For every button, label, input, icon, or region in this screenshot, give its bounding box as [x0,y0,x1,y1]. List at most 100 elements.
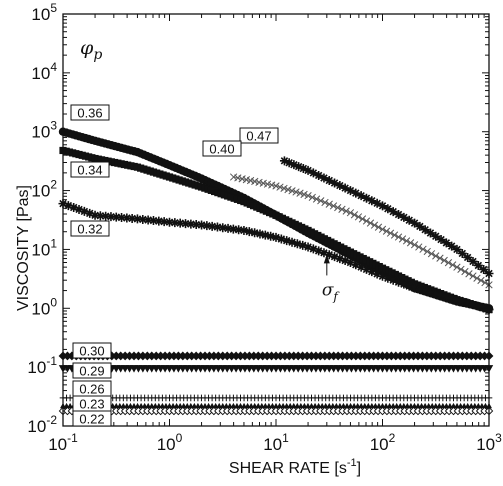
data-point [324,250,334,260]
x-tick-label: 101 [263,431,289,454]
data-point [129,351,139,361]
data-point [116,351,126,361]
data-point [453,351,463,361]
data-point [308,168,318,178]
data-point [431,351,441,361]
series-label-0.23: 0.23 [72,395,112,412]
data-point [345,186,355,196]
data-point [390,231,399,239]
data-point [267,351,276,361]
data-point [266,231,276,241]
data-point [315,351,325,361]
series-0.26 [59,394,493,402]
data-point [302,351,312,361]
data-point [287,237,297,247]
data-point [222,351,232,361]
data-point [354,213,363,221]
data-point [453,263,461,271]
series-label-box [72,410,112,427]
data-point [191,351,201,361]
data-point [342,351,352,361]
x-axis-title: SHEAR RATE [s-1] [229,457,361,477]
data-point [244,227,254,237]
data-point [351,260,361,270]
series-0.34 [59,146,493,314]
data-point [255,178,263,187]
data-point [388,275,398,285]
data-point [317,197,325,205]
data-point [468,300,478,310]
data-point [471,351,481,361]
data-point [425,228,435,238]
data-point [441,238,451,248]
sigma-annotation: σf [322,254,340,303]
data-point [388,207,398,217]
data-point [298,351,308,361]
data-point [307,351,316,361]
data-point [340,256,350,266]
data-point [271,351,281,361]
data-point [181,219,191,229]
y-tick-label: 104 [31,60,57,83]
data-point [441,292,451,302]
data-point [154,216,164,226]
data-point [400,351,410,361]
data-point [378,351,387,361]
data-point [308,244,318,254]
data-point [314,170,324,180]
data-point [260,230,270,240]
data-point [386,229,395,237]
data-point [200,351,210,361]
data-point [426,351,436,361]
data-point [240,351,250,361]
data-point [449,351,458,361]
series-label-text: 0.40 [209,142,234,157]
y-tick-label: 10-1 [27,354,57,377]
series-label-text: 0.30 [79,344,104,359]
data-point [272,182,280,190]
data-point [378,201,387,211]
data-point [106,212,116,222]
data-point [383,204,393,214]
series-label-0.30: 0.30 [72,342,112,359]
y-tick-label: 103 [31,119,57,142]
data-point [151,351,161,361]
data-point [366,219,375,227]
data-point [425,287,435,297]
data-point [404,281,414,291]
data-point [259,179,267,187]
data-point [69,203,79,213]
series-label-text: 0.23 [79,397,104,412]
data-point [236,351,245,361]
data-point [475,351,485,361]
data-point [165,351,174,361]
data-point [345,257,355,267]
data-point [111,351,121,361]
data-point [410,218,420,228]
series-label-0.22: 0.22 [72,410,112,427]
x-tick-label: 103 [476,431,502,454]
data-point [319,173,329,183]
y-tick-label: 105 [31,1,57,24]
data-point [330,252,340,262]
data-point [468,256,478,266]
data-point [244,351,254,361]
data-point [293,351,303,361]
data-point [415,285,425,295]
data-point [457,351,467,361]
series-label-0.47: 0.47 [239,127,279,144]
data-point [296,189,304,197]
series-label-0.32: 0.32 [70,220,110,237]
data-point [138,351,148,361]
data-point [335,181,345,191]
data-point [101,211,111,221]
data-point [431,289,441,299]
data-point [191,220,201,230]
data-point [165,217,174,227]
data-point [228,224,238,234]
annotation-arrowhead [323,254,330,264]
data-point [196,351,205,361]
data-point [303,165,313,175]
data-point [298,164,308,174]
data-point [342,207,350,215]
